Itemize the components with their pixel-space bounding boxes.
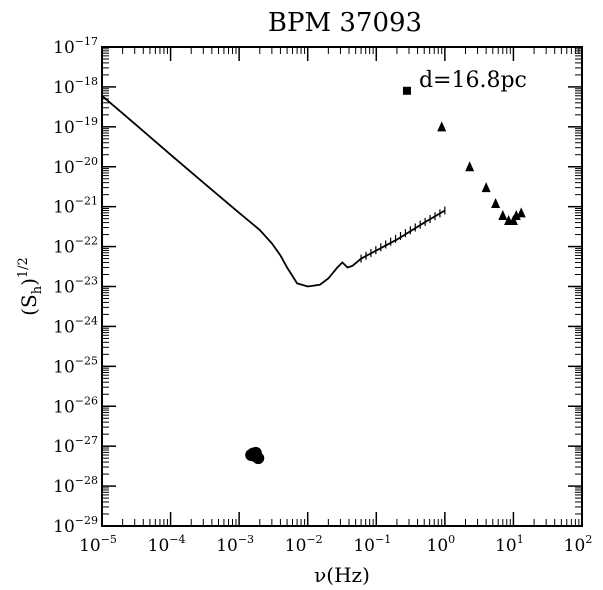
triangle-point (511, 210, 521, 221)
y-tick-label: 10−28 (53, 474, 98, 497)
y-tick-label: 10−18 (53, 75, 98, 98)
triangle-point (491, 198, 501, 209)
x-tick-label: 10−2 (285, 533, 323, 556)
y-tick-label: 10−27 (53, 434, 98, 457)
triangle-point (498, 210, 508, 221)
x-tick-label: 101 (495, 533, 524, 556)
triangle-point (481, 182, 491, 193)
plot-frame (101, 46, 583, 527)
x-tick-label: 10−1 (353, 533, 391, 556)
x-tick-label: 10−5 (79, 533, 117, 556)
y-tick-label: 10−21 (53, 195, 98, 218)
minor-ticks (102, 47, 582, 526)
chart-title: BPM 37093 (268, 8, 422, 38)
y-axis-label-open: (S (17, 294, 41, 316)
y-tick-label: 10−24 (53, 314, 98, 337)
annotation-square-marker (402, 86, 411, 95)
x-tick-label: 102 (564, 533, 593, 556)
y-tick-label: 10−20 (53, 155, 98, 178)
circle-point (249, 446, 262, 459)
y-tick-labels: 10−17 10−18 10−19 10−20 10−21 10−22 10−23 10−24… (53, 35, 98, 537)
x-axis-label: ν(Hz) (314, 563, 370, 587)
annotation-label: d=16.8pc (419, 68, 527, 93)
y-tick-label: 10−22 (53, 235, 98, 258)
y-tick-label: 10−25 (53, 354, 98, 377)
y-axis-label: (Sh)1/2 (16, 257, 45, 316)
y-axis-label-group: (Sh)1/2 (16, 257, 45, 316)
triangle-point (465, 161, 475, 172)
y-tick-label: 10−23 (53, 275, 98, 298)
y-axis-label-close: ) (17, 278, 41, 286)
y-tick-label: 10−17 (53, 35, 98, 58)
y-tick-label: 10−29 (53, 514, 98, 537)
series-line (101, 95, 446, 288)
x-tick-label: 10−3 (216, 533, 254, 556)
series-layer (101, 95, 526, 465)
x-tick-labels: 10−5 10−4 10−3 10−2 10−1 100 101 102 (79, 533, 592, 556)
y-tick-label: 10−19 (53, 115, 98, 138)
y-axis-label-sup: 1/2 (16, 257, 31, 278)
y-tick-label: 10−26 (53, 394, 98, 417)
triangle-point (437, 121, 447, 132)
y-axis-label-sub: h (30, 285, 45, 294)
x-tick-label: 10−4 (148, 533, 186, 556)
major-ticks (101, 46, 583, 527)
x-tick-label: 100 (427, 533, 456, 556)
annotation: d=16.8pc (402, 68, 527, 95)
triangle-point (516, 207, 526, 218)
